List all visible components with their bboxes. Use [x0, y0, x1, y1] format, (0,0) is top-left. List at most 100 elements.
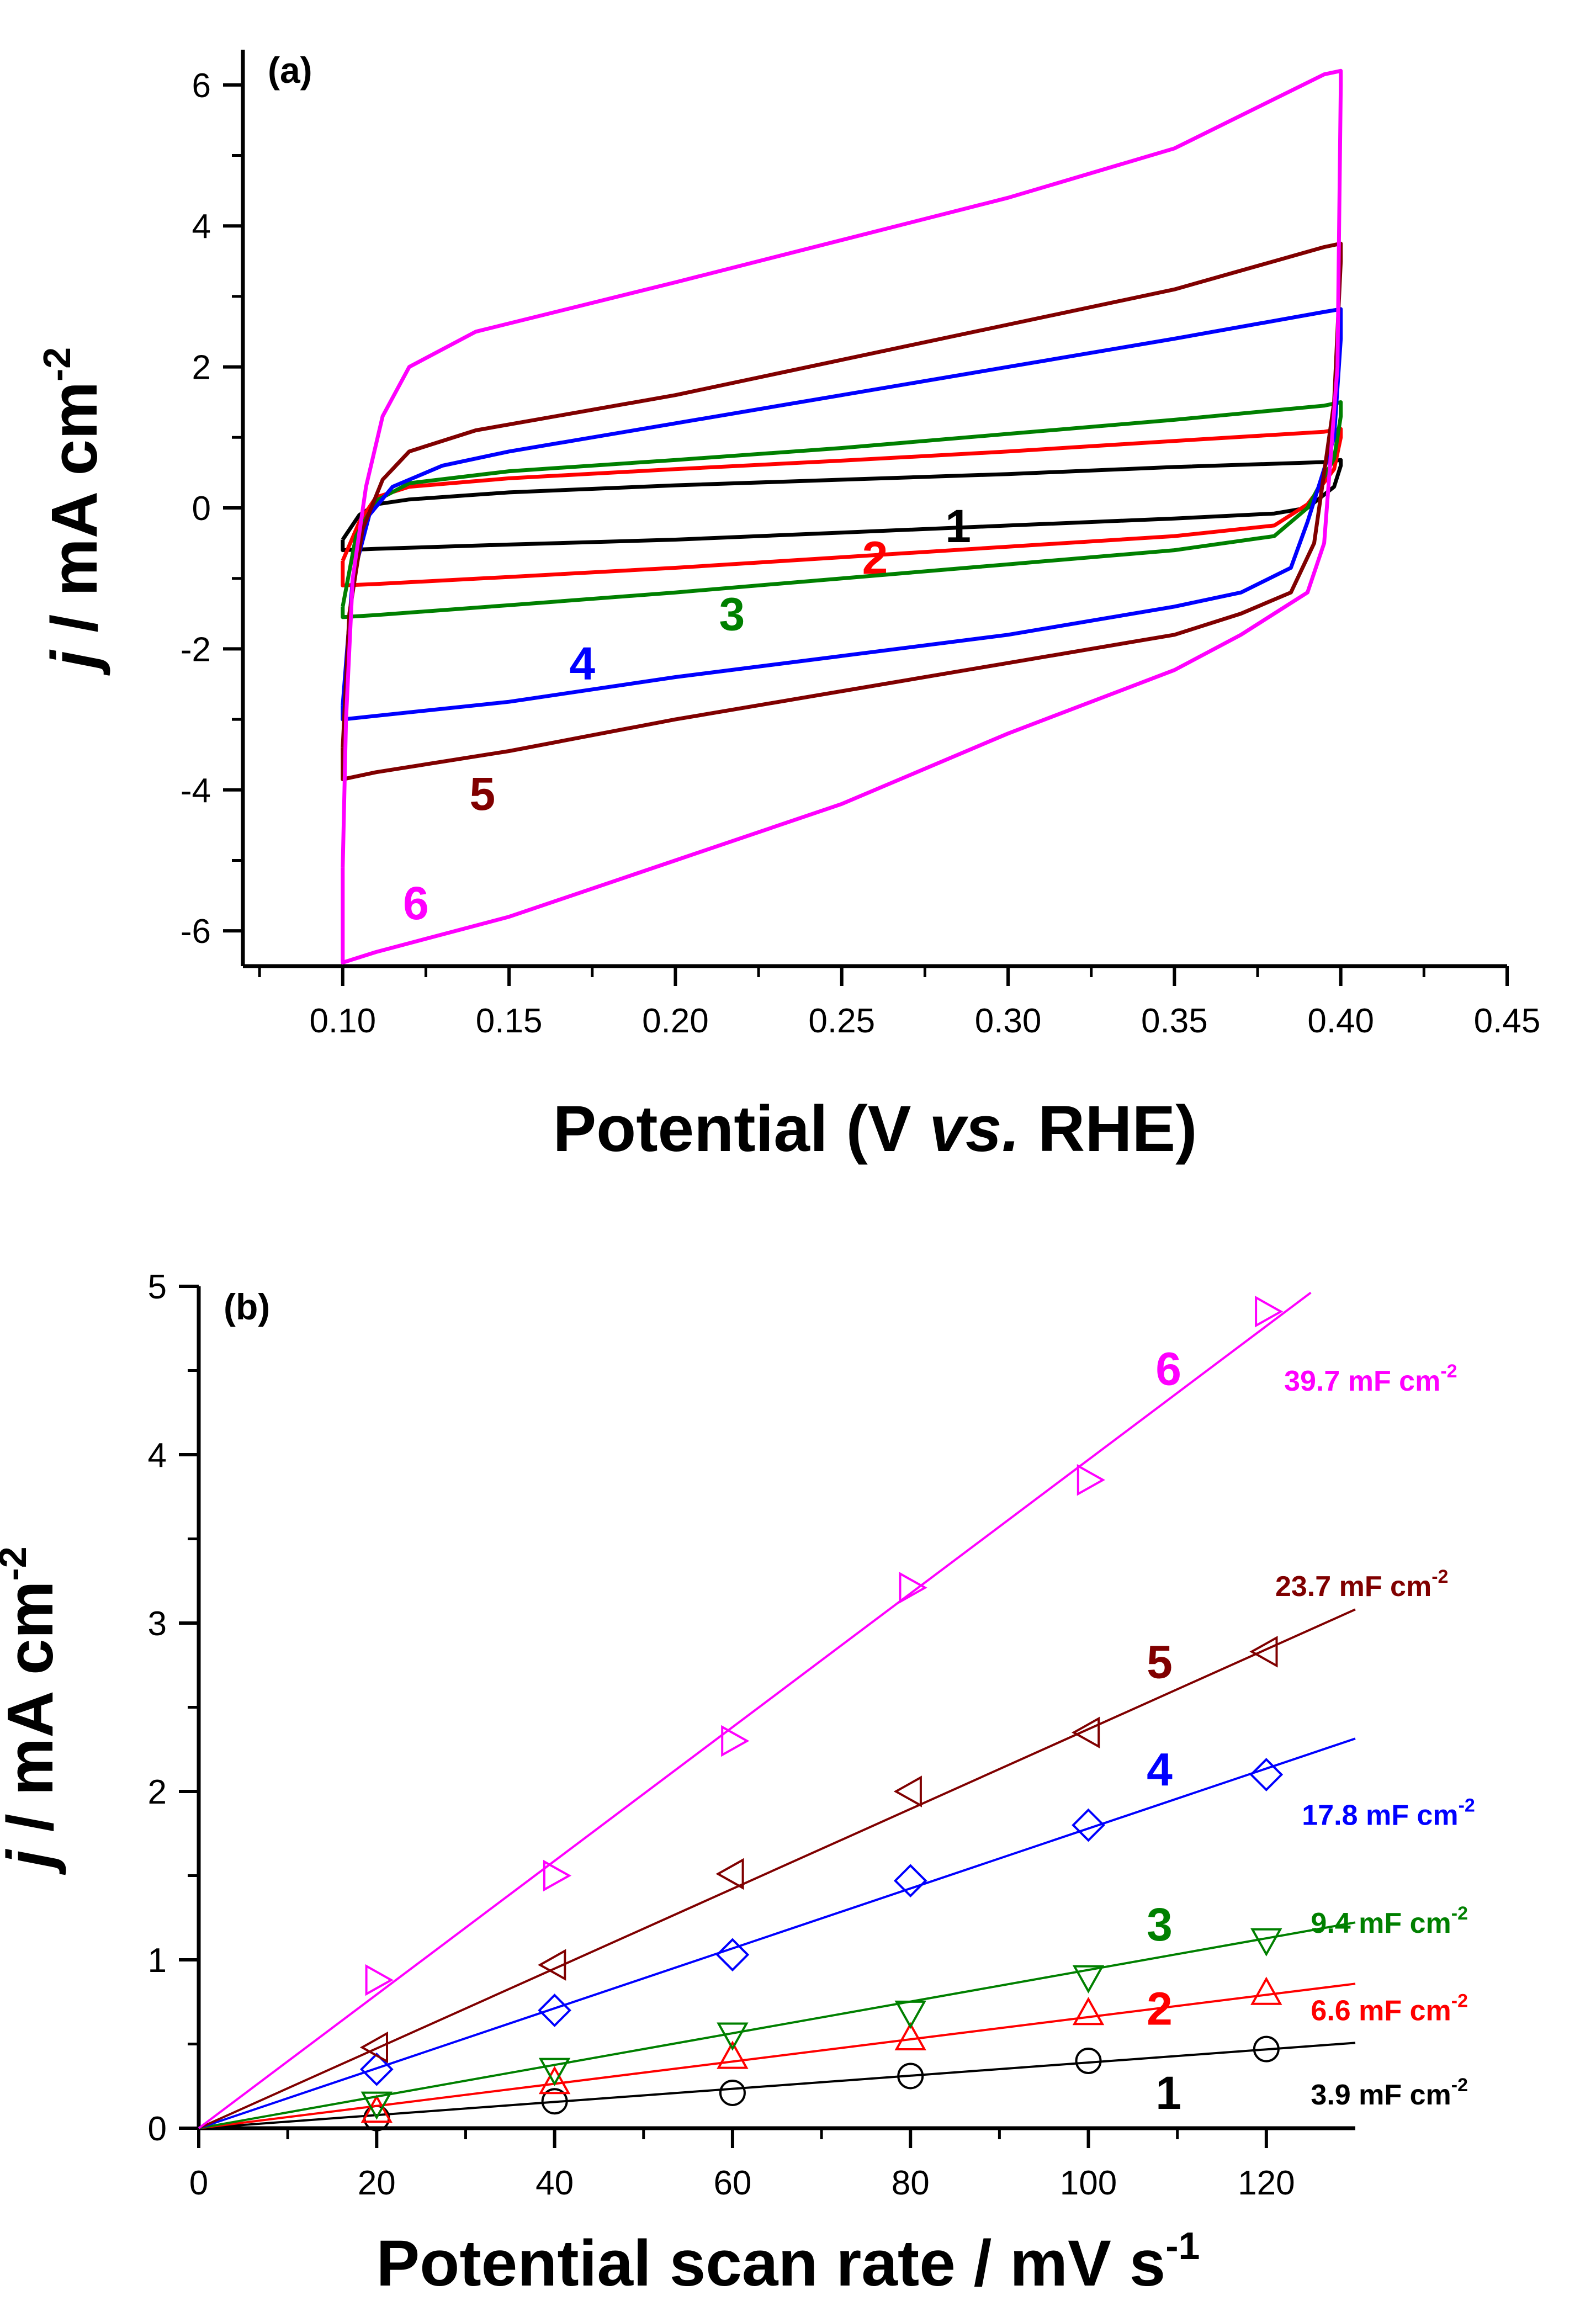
fit-line-4	[198, 1737, 1356, 2129]
fit-line-5	[198, 1608, 1356, 2129]
data-point-2	[1072, 1997, 1105, 2026]
data-point-3	[1250, 1928, 1282, 1957]
capacitance-superscript: -2	[1451, 1903, 1468, 1924]
data-point-3	[538, 2058, 571, 2086]
data-point-6	[1077, 1464, 1105, 1496]
fit-line-2	[198, 1982, 1356, 2129]
capacitance-label-6: 39.7 mF cm-2	[1284, 1361, 1457, 1397]
x-tick-label: 120	[1238, 2164, 1295, 2202]
data-point-2	[1250, 1976, 1282, 2005]
data-point-6	[899, 1572, 927, 1604]
y-tick-label: 2	[192, 349, 211, 387]
x-tick-label: 0.25	[808, 1002, 875, 1040]
x-tick-label: 0.35	[1141, 1002, 1208, 1040]
y-tick-label: 2	[148, 1773, 167, 1811]
data-point-6	[543, 1859, 572, 1892]
cv-curve-3	[341, 400, 1343, 619]
cv-curve-2	[341, 427, 1343, 587]
x-tick-label: 0.15	[476, 1002, 543, 1040]
fit-line-3	[198, 1921, 1356, 2129]
fit-line-1	[198, 2042, 1356, 2129]
series-label-1: 1	[1155, 2067, 1181, 2119]
y-tick-label: 0	[148, 2110, 167, 2148]
x-axis-title: Potential scan rate / mV s-1	[377, 2224, 1200, 2300]
cv-curve-4	[341, 307, 1343, 722]
panel-label: (b)	[224, 1286, 270, 1327]
data-point-5	[359, 2031, 388, 2064]
data-point-2	[894, 2022, 926, 2050]
panel-label: (a)	[268, 50, 312, 91]
x-tick-label: 60	[713, 2164, 751, 2202]
data-point-4	[893, 1864, 927, 1898]
capacitance-value: 3.9 mF cm	[1311, 2079, 1451, 2111]
data-point-3	[717, 2022, 749, 2051]
capacitance-label-5: 23.7 mF cm-2	[1275, 1566, 1449, 1603]
data-point-1	[1253, 2035, 1280, 2063]
cv-curve-6	[341, 68, 1343, 965]
y-tick-label: 6	[192, 67, 211, 105]
data-point-4	[1249, 1758, 1284, 1791]
data-point-3	[894, 2000, 926, 2029]
y-axis-title-superscript: -2	[0, 1546, 34, 1581]
x-tick-label: 80	[892, 2164, 930, 2202]
data-point-5	[538, 1949, 566, 1981]
capacitance-value: 6.6 mF cm	[1311, 1995, 1451, 2027]
data-point-1	[1075, 2048, 1102, 2074]
data-point-1	[897, 2063, 924, 2090]
data-point-5	[1249, 1636, 1278, 1668]
data-point-2	[717, 2040, 749, 2069]
y-axis-title-unit: / mA cm	[0, 1581, 67, 1850]
data-point-6	[365, 1964, 394, 1996]
y-tick-label: 4	[148, 1436, 167, 1475]
x-tick-label: 100	[1060, 2164, 1117, 2202]
capacitance-value: 39.7 mF cm	[1284, 1365, 1440, 1397]
data-point-1	[719, 2079, 746, 2106]
series-label-5: 5	[1147, 1636, 1173, 1688]
data-point-6	[721, 1725, 750, 1757]
series-label-3: 3	[1147, 1899, 1173, 1950]
x-axis-title-italic: vs.	[929, 1093, 1020, 1165]
y-axis-title-unit: / mA cm	[38, 381, 111, 650]
x-tick-label: 40	[535, 2164, 574, 2202]
cv-curve-5	[341, 241, 1343, 782]
capacitance-value: 17.8 mF cm	[1302, 1800, 1458, 1832]
y-axis-title: j / mA cm-2	[0, 1546, 67, 1875]
y-axis-title: j / mA cm-2	[35, 347, 111, 676]
y-tick-label: -2	[181, 630, 211, 669]
data-point-6	[1255, 1295, 1284, 1328]
panel-a-cyclic-voltammetry: 0.10 0.15 0.20 0.25 0.30 0.35 0.40 0.45 -6 -4 -2 0 2…	[35, 50, 1540, 1165]
data-point-2	[360, 2095, 393, 2123]
series-label-2: 2	[1147, 1983, 1173, 2035]
data-point-1	[541, 2088, 568, 2115]
y-tick-label: 3	[148, 1605, 167, 1643]
data-point-4	[1072, 1808, 1105, 1842]
x-tick-label: 0.40	[1307, 1002, 1374, 1040]
curve-label-4: 4	[569, 638, 595, 690]
x-tick-label: 0.20	[642, 1002, 709, 1040]
y-tick-label: -4	[181, 772, 211, 810]
y-axis-title-superscript: -2	[35, 347, 78, 381]
x-axis-title-superscript: -1	[1165, 2224, 1200, 2267]
y-tick-label: 0	[192, 490, 211, 528]
series-label-4: 4	[1147, 1744, 1173, 1796]
x-axis-title-text: Potential (V	[553, 1093, 929, 1165]
x-tick-label: 0.45	[1474, 1002, 1541, 1040]
data-point-5	[893, 1775, 922, 1807]
y-tick-label: 1	[148, 1942, 167, 1980]
capacitance-value: 9.4 mF cm	[1311, 1907, 1451, 1939]
x-tick-label: 0.10	[309, 1002, 376, 1040]
y-tick-label: 4	[192, 208, 211, 246]
capacitance-superscript: -2	[1451, 1991, 1468, 2012]
y-tick-label: 5	[148, 1268, 167, 1306]
data-point-5	[715, 1858, 744, 1890]
data-point-3	[360, 2091, 393, 2120]
data-point-4	[715, 1938, 750, 1972]
capacitance-label-1: 3.9 mF cm-2	[1311, 2075, 1468, 2111]
curve-label-6: 6	[403, 877, 429, 929]
data-point-4	[359, 2052, 394, 2086]
x-tick-label: 0	[189, 2164, 208, 2202]
cv-curve-1	[341, 458, 1343, 553]
panel-b-scan-rate-plot: 0 20 40 60 80 100 120 0 1 2 3 4 5 (b) j / mA cm-2 Poten…	[0, 1268, 1475, 2300]
